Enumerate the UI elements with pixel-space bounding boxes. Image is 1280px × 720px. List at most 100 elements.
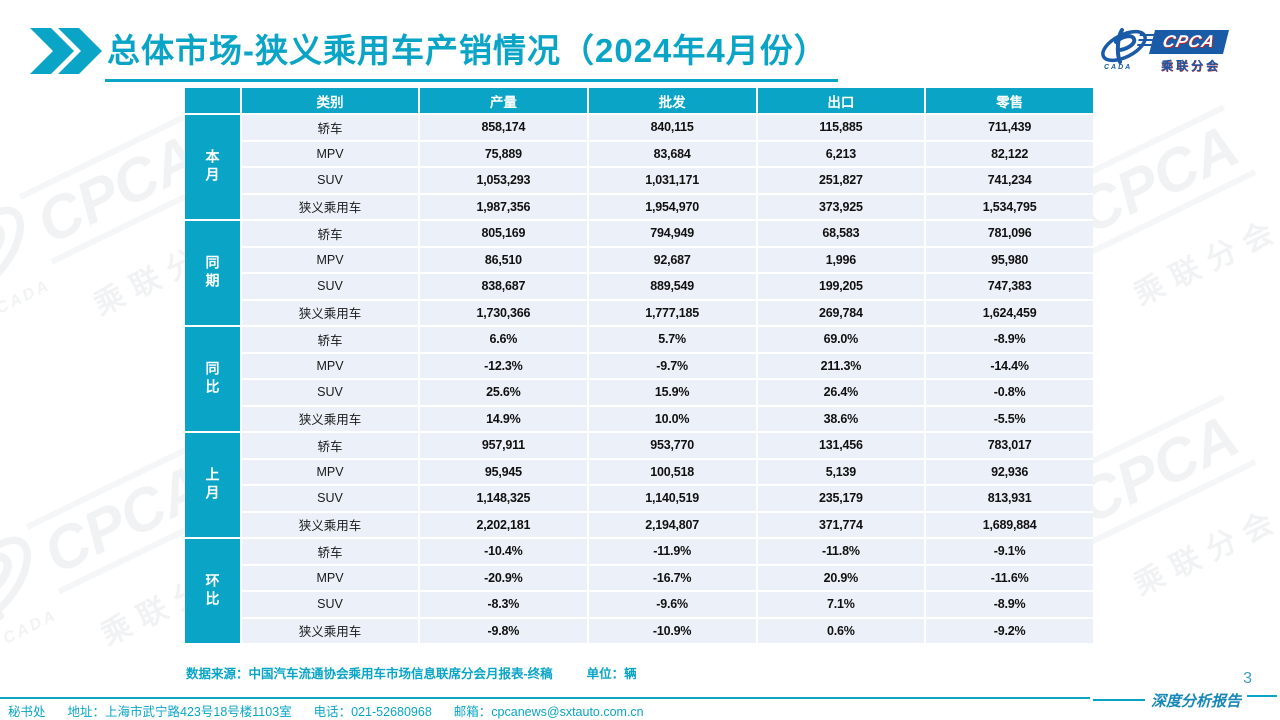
category-cell: MPV bbox=[242, 565, 418, 590]
value-cell: 794,949 bbox=[588, 221, 756, 246]
column-header: 零售 bbox=[926, 88, 1093, 113]
value-cell: 2,194,807 bbox=[588, 512, 756, 537]
value-cell: 7.1% bbox=[757, 592, 925, 617]
value-cell: 1,987,356 bbox=[420, 194, 587, 219]
category-cell: 轿车 bbox=[242, 115, 418, 140]
watermark-swoosh-icon bbox=[0, 536, 32, 627]
value-cell: 83,684 bbox=[588, 141, 756, 166]
value-cell: 6.6% bbox=[420, 327, 587, 352]
watermark-swoosh-icon bbox=[0, 206, 25, 297]
column-header: 出口 bbox=[757, 88, 925, 113]
page-number: 3 bbox=[1243, 670, 1252, 687]
value-cell: 2,202,181 bbox=[420, 512, 587, 537]
watermark-subtitle-text: 乘联分会 bbox=[1129, 502, 1280, 603]
group-label: 上月 bbox=[185, 433, 240, 537]
value-cell: 68,583 bbox=[757, 221, 925, 246]
value-cell: 131,456 bbox=[757, 433, 925, 458]
value-cell: 95,980 bbox=[926, 247, 1093, 272]
page-title: 总体市场-狭义乘用车产销情况（2024年4月份） bbox=[105, 24, 838, 82]
value-cell: 1,031,171 bbox=[588, 168, 756, 193]
value-cell: -9.6% bbox=[588, 592, 756, 617]
category-cell: 狭义乘用车 bbox=[242, 512, 418, 537]
double-chevron-icon bbox=[30, 28, 102, 74]
value-cell: 15.9% bbox=[588, 380, 756, 405]
category-cell: SUV bbox=[242, 592, 418, 617]
value-cell: -0.8% bbox=[926, 380, 1093, 405]
value-cell: 211.3% bbox=[757, 353, 925, 378]
value-cell: 75,889 bbox=[420, 141, 587, 166]
value-cell: 953,770 bbox=[588, 433, 756, 458]
value-cell: 20.9% bbox=[757, 565, 925, 590]
value-cell: 373,925 bbox=[757, 194, 925, 219]
category-cell: 轿车 bbox=[242, 539, 418, 564]
report-type-label: 深度分析报告 bbox=[1090, 688, 1280, 712]
report-type-text: 深度分析报告 bbox=[1150, 691, 1241, 710]
column-header: 批发 bbox=[588, 88, 756, 113]
phone-label: 电话：021-52680968 bbox=[313, 705, 432, 719]
category-cell: MPV bbox=[242, 353, 418, 378]
value-cell: 269,784 bbox=[757, 300, 925, 325]
value-cell: 1,148,325 bbox=[420, 486, 587, 511]
cpca-swoosh-icon bbox=[1101, 28, 1147, 64]
value-cell: 711,439 bbox=[926, 115, 1093, 140]
category-cell: MPV bbox=[242, 459, 418, 484]
value-cell: 10.0% bbox=[588, 406, 756, 431]
table-body: 本月 轿车 858,174 840,115 115,885 711,439 MPV 75,88… bbox=[185, 115, 1093, 643]
value-cell: 82,122 bbox=[926, 141, 1093, 166]
value-cell: 1,624,459 bbox=[926, 300, 1093, 325]
column-header: 产量 bbox=[420, 88, 587, 113]
value-cell: 371,774 bbox=[757, 512, 925, 537]
address-label: 地址：上海市武宁路423号18号楼1103室 bbox=[67, 705, 292, 719]
category-cell: 狭义乘用车 bbox=[242, 300, 418, 325]
value-cell: -20.9% bbox=[420, 565, 587, 590]
value-cell: 199,205 bbox=[757, 274, 925, 299]
value-cell: 6,213 bbox=[757, 141, 925, 166]
category-cell: SUV bbox=[242, 380, 418, 405]
category-cell: MPV bbox=[242, 247, 418, 272]
value-cell: 781,096 bbox=[926, 221, 1093, 246]
value-cell: -8.3% bbox=[420, 592, 587, 617]
value-cell: 813,931 bbox=[926, 486, 1093, 511]
value-cell: 251,827 bbox=[757, 168, 925, 193]
value-cell: 95,945 bbox=[420, 459, 587, 484]
table-group: 本月 轿车 858,174 840,115 115,885 711,439 MPV 75,88… bbox=[185, 115, 1093, 219]
table-group: 环比 轿车 -10.4% -11.9% -11.8% -9.1% MPV -20.9% -16.… bbox=[185, 539, 1093, 643]
value-cell: -12.3% bbox=[420, 353, 587, 378]
value-cell: 1,730,366 bbox=[420, 300, 587, 325]
data-source-text: 数据来源：中国汽车流通协会乘用车市场信息联席分会月报表-终稿 bbox=[186, 667, 553, 681]
category-cell: 轿车 bbox=[242, 221, 418, 246]
cpca-flag: CPCA bbox=[1149, 30, 1229, 54]
unit-text: 单位：辆 bbox=[586, 667, 637, 681]
value-cell: -9.2% bbox=[926, 618, 1093, 643]
table-header-row: 类别 产量 批发 出口 零售 bbox=[185, 88, 1093, 113]
watermark-subtitle-text: 乘联分会 bbox=[1129, 212, 1280, 313]
value-cell: 5.7% bbox=[588, 327, 756, 352]
value-cell: 86,510 bbox=[420, 247, 587, 272]
value-cell: -5.5% bbox=[926, 406, 1093, 431]
cada-label: CADA bbox=[1104, 64, 1133, 71]
value-cell: -16.7% bbox=[588, 565, 756, 590]
value-cell: 235,179 bbox=[757, 486, 925, 511]
email-label: 邮箱：cpcanews@sxtauto.com.cn bbox=[453, 705, 644, 719]
value-cell: -11.9% bbox=[588, 539, 756, 564]
value-cell: 1,689,884 bbox=[926, 512, 1093, 537]
value-cell: 0.6% bbox=[757, 618, 925, 643]
category-cell: MPV bbox=[242, 141, 418, 166]
value-cell: 115,885 bbox=[757, 115, 925, 140]
value-cell: 741,234 bbox=[926, 168, 1093, 193]
category-cell: 狭义乘用车 bbox=[242, 618, 418, 643]
source-note: 数据来源：中国汽车流通协会乘用车市场信息联席分会月报表-终稿 单位：辆 bbox=[186, 663, 637, 682]
value-cell: 747,383 bbox=[926, 274, 1093, 299]
value-cell: 25.6% bbox=[420, 380, 587, 405]
value-cell: -10.9% bbox=[588, 618, 756, 643]
table-group: 同期 轿车 805,169 794,949 68,583 781,096 MPV 86,510… bbox=[185, 221, 1093, 325]
value-cell: 1,053,293 bbox=[420, 168, 587, 193]
group-label: 环比 bbox=[185, 539, 240, 643]
value-cell: -9.7% bbox=[588, 353, 756, 378]
value-cell: -14.4% bbox=[926, 353, 1093, 378]
footer-divider bbox=[0, 697, 1280, 699]
value-cell: 783,017 bbox=[926, 433, 1093, 458]
category-cell: SUV bbox=[242, 274, 418, 299]
value-cell: 1,777,185 bbox=[588, 300, 756, 325]
